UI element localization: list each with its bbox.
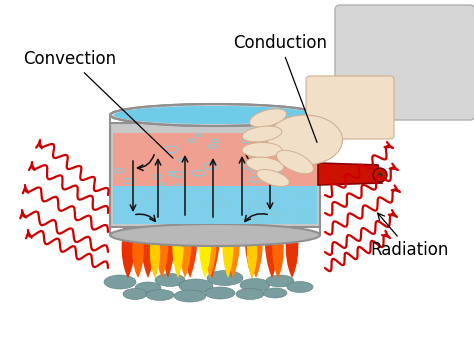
PathPatch shape bbox=[244, 163, 260, 278]
FancyBboxPatch shape bbox=[113, 186, 317, 224]
FancyBboxPatch shape bbox=[335, 5, 474, 120]
Ellipse shape bbox=[249, 109, 286, 127]
PathPatch shape bbox=[272, 210, 284, 278]
Ellipse shape bbox=[242, 126, 282, 142]
PathPatch shape bbox=[203, 148, 221, 278]
PathPatch shape bbox=[161, 168, 175, 278]
Ellipse shape bbox=[104, 275, 136, 289]
PathPatch shape bbox=[249, 188, 263, 278]
Ellipse shape bbox=[257, 169, 289, 187]
PathPatch shape bbox=[265, 183, 279, 278]
FancyBboxPatch shape bbox=[113, 133, 317, 188]
Ellipse shape bbox=[135, 282, 161, 294]
Ellipse shape bbox=[123, 288, 147, 299]
Ellipse shape bbox=[110, 224, 320, 246]
Ellipse shape bbox=[174, 290, 206, 302]
PathPatch shape bbox=[199, 188, 211, 278]
PathPatch shape bbox=[222, 196, 234, 278]
Ellipse shape bbox=[377, 172, 383, 177]
PathPatch shape bbox=[122, 208, 134, 278]
Ellipse shape bbox=[266, 275, 294, 287]
PathPatch shape bbox=[178, 178, 192, 278]
PathPatch shape bbox=[150, 218, 160, 278]
Ellipse shape bbox=[179, 279, 213, 293]
Ellipse shape bbox=[110, 104, 320, 126]
Ellipse shape bbox=[287, 282, 313, 293]
Text: Convection: Convection bbox=[23, 50, 173, 158]
PathPatch shape bbox=[202, 163, 218, 278]
Ellipse shape bbox=[267, 115, 343, 165]
FancyBboxPatch shape bbox=[110, 123, 320, 227]
Ellipse shape bbox=[236, 288, 264, 299]
Ellipse shape bbox=[155, 274, 185, 286]
Ellipse shape bbox=[242, 142, 282, 158]
Ellipse shape bbox=[240, 278, 270, 292]
Ellipse shape bbox=[146, 289, 174, 300]
Text: Radiation: Radiation bbox=[370, 213, 448, 259]
Ellipse shape bbox=[276, 150, 313, 174]
Ellipse shape bbox=[263, 288, 287, 298]
PathPatch shape bbox=[141, 188, 155, 278]
Ellipse shape bbox=[246, 157, 284, 173]
Text: Conduction: Conduction bbox=[233, 34, 327, 142]
PathPatch shape bbox=[155, 193, 168, 278]
Ellipse shape bbox=[205, 287, 235, 299]
Ellipse shape bbox=[373, 168, 387, 182]
PathPatch shape bbox=[182, 158, 198, 278]
PathPatch shape bbox=[224, 153, 240, 278]
Ellipse shape bbox=[114, 106, 316, 124]
Ellipse shape bbox=[207, 270, 243, 286]
PathPatch shape bbox=[132, 213, 144, 278]
PathPatch shape bbox=[172, 200, 184, 278]
PathPatch shape bbox=[247, 216, 257, 278]
PathPatch shape bbox=[286, 203, 298, 278]
FancyBboxPatch shape bbox=[306, 76, 394, 139]
PathPatch shape bbox=[226, 170, 240, 278]
Polygon shape bbox=[318, 163, 382, 185]
